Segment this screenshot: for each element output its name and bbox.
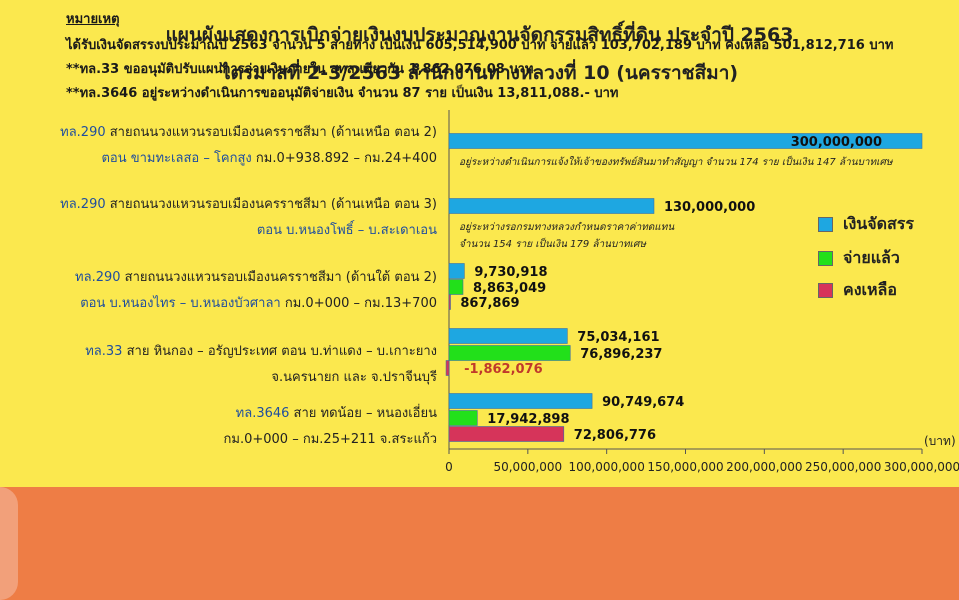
x-tick-label: 250,000,000 — [805, 460, 881, 474]
bar-remaining-row4 — [445, 360, 450, 376]
notes-line3: **ทล.3646 อยู่ระหว่างดำเนินการขออนุมัติจ… — [66, 86, 619, 101]
bar-allocated-row1 — [448, 133, 923, 149]
data-label-paid-row5: 17,942,898 — [487, 412, 569, 427]
row5-label-line1: ทล.3646 สาย ทดน้อย – หนองเอี่ยน — [235, 406, 437, 421]
bar-allocated-row2 — [448, 198, 655, 214]
legend-label-paid: จ่ายแล้ว — [843, 248, 900, 267]
row1-label-line2: ตอน ขามทะเลสอ – โคกสูง กม.0+938.892 – กม… — [101, 151, 437, 166]
data-label-remaining-row3: 867,869 — [460, 296, 519, 311]
bar-allocated-row3 — [448, 263, 465, 279]
x-axis-unit: (บาท) — [924, 434, 956, 448]
bar-chart: 0 50,000,000 100,000,000 150,000,000 200,000… — [445, 110, 959, 474]
bar-paid-row4 — [448, 345, 571, 361]
bar-remaining-row5 — [448, 426, 565, 442]
row2-label-line2: ตอน บ.หนองโพธิ์ – บ.สะเดาเอน — [256, 223, 437, 238]
legend-label-remaining: คงเหลือ — [843, 280, 897, 299]
data-label-allocated-row2: 130,000,000 — [664, 200, 755, 215]
annotation-row1: อยู่ระหว่างดำเนินการแจ้งให้เจ้าของทรัพย์… — [459, 155, 894, 168]
legend-swatch-paid — [818, 251, 833, 266]
row3-label-line2: ตอน บ.หนองไทร – บ.หนองบัวศาลา กม.0+000 –… — [80, 296, 437, 311]
legend-allocated: เงินจัดสรร — [818, 212, 914, 237]
annotation-row2: จำนวน 154 ราย เป็นเงิน 179 ล้านบาทเศษ — [459, 237, 647, 250]
bar-paid-row3 — [448, 279, 464, 295]
legend-paid: จ่ายแล้ว — [818, 246, 900, 271]
notes-panel — [0, 487, 959, 600]
notes-line1: ได้รับเงินจัดสรรงบประมาณปี 2563 จำนวน 5 … — [66, 38, 894, 53]
bar-paid-row5 — [448, 410, 478, 426]
bar-remaining-row3 — [448, 294, 451, 310]
data-label-allocated-row1: 300,000,000 — [791, 135, 882, 150]
x-tick-label: 200,000,000 — [726, 460, 802, 474]
chart-title-line2: ไตรมาสที่ 2-3/2563 สำนักงานทางหลวงที่ 10… — [220, 62, 739, 84]
annotation-row2: อยู่ระหว่างรอกรมทางหลวงกำหนดราคาค่าทดแทน — [459, 221, 675, 233]
data-label-remaining-row5: 72,806,776 — [574, 428, 656, 443]
data-label-allocated-row3: 9,730,918 — [474, 265, 547, 280]
row2-label-line1: ทล.290 สายถนนวงแหวนรอบเมืองนครราชสีมา (ด… — [60, 197, 437, 212]
legend-swatch-allocated — [818, 217, 833, 232]
row1-label-line1: ทล.290 สายถนนวงแหวนรอบเมืองนครราชสีมา (ด… — [60, 125, 437, 140]
data-label-paid-row3: 8,863,049 — [473, 281, 546, 296]
row5-label-line3: กม.0+000 – กม.25+211 จ.สระแก้ว — [223, 432, 437, 447]
legend-label-allocated: เงินจัดสรร — [843, 214, 914, 233]
notes-line2: **ทล.33 ขออนุมัติปรับแผนการจ่ายเงินภายใน… — [66, 62, 534, 77]
data-label-paid-row4: 76,896,237 — [580, 347, 662, 362]
x-tick-label: 300,000,000 — [884, 460, 959, 474]
data-label-remaining-row4: -1,862,076 — [464, 362, 543, 377]
x-tick-label: 50,000,000 — [493, 460, 562, 474]
x-tick-label: 150,000,000 — [647, 460, 723, 474]
chart-title-line1: แผนผังแสดงการเบิกจ่ายเงินงบประมาณงานจัดก… — [165, 24, 794, 46]
legend-remaining: คงเหลือ — [818, 278, 897, 303]
bar-allocated-row5 — [448, 393, 593, 409]
x-tick-label: 0 — [445, 460, 453, 474]
row4-label-line1: ทล.33 สาย หินกอง – อรัญประเทศ ตอน บ.ท่าแ… — [85, 344, 437, 359]
row4-label-line3: จ.นครนายก และ จ.ปราจีนบุรี — [271, 370, 437, 385]
data-label-allocated-row4: 75,034,161 — [577, 330, 659, 345]
data-label-allocated-row5: 90,749,674 — [602, 395, 684, 410]
legend-swatch-remaining — [818, 283, 833, 298]
bar-allocated-row4 — [448, 328, 568, 344]
footer-edge-decoration — [0, 487, 18, 600]
row3-label-line1: ทล.290 สายถนนวงแหวนรอบเมืองนครราชสีมา (ด… — [75, 270, 437, 285]
notes-title: หมายเหตุ — [66, 12, 120, 27]
x-tick-label: 100,000,000 — [568, 460, 644, 474]
